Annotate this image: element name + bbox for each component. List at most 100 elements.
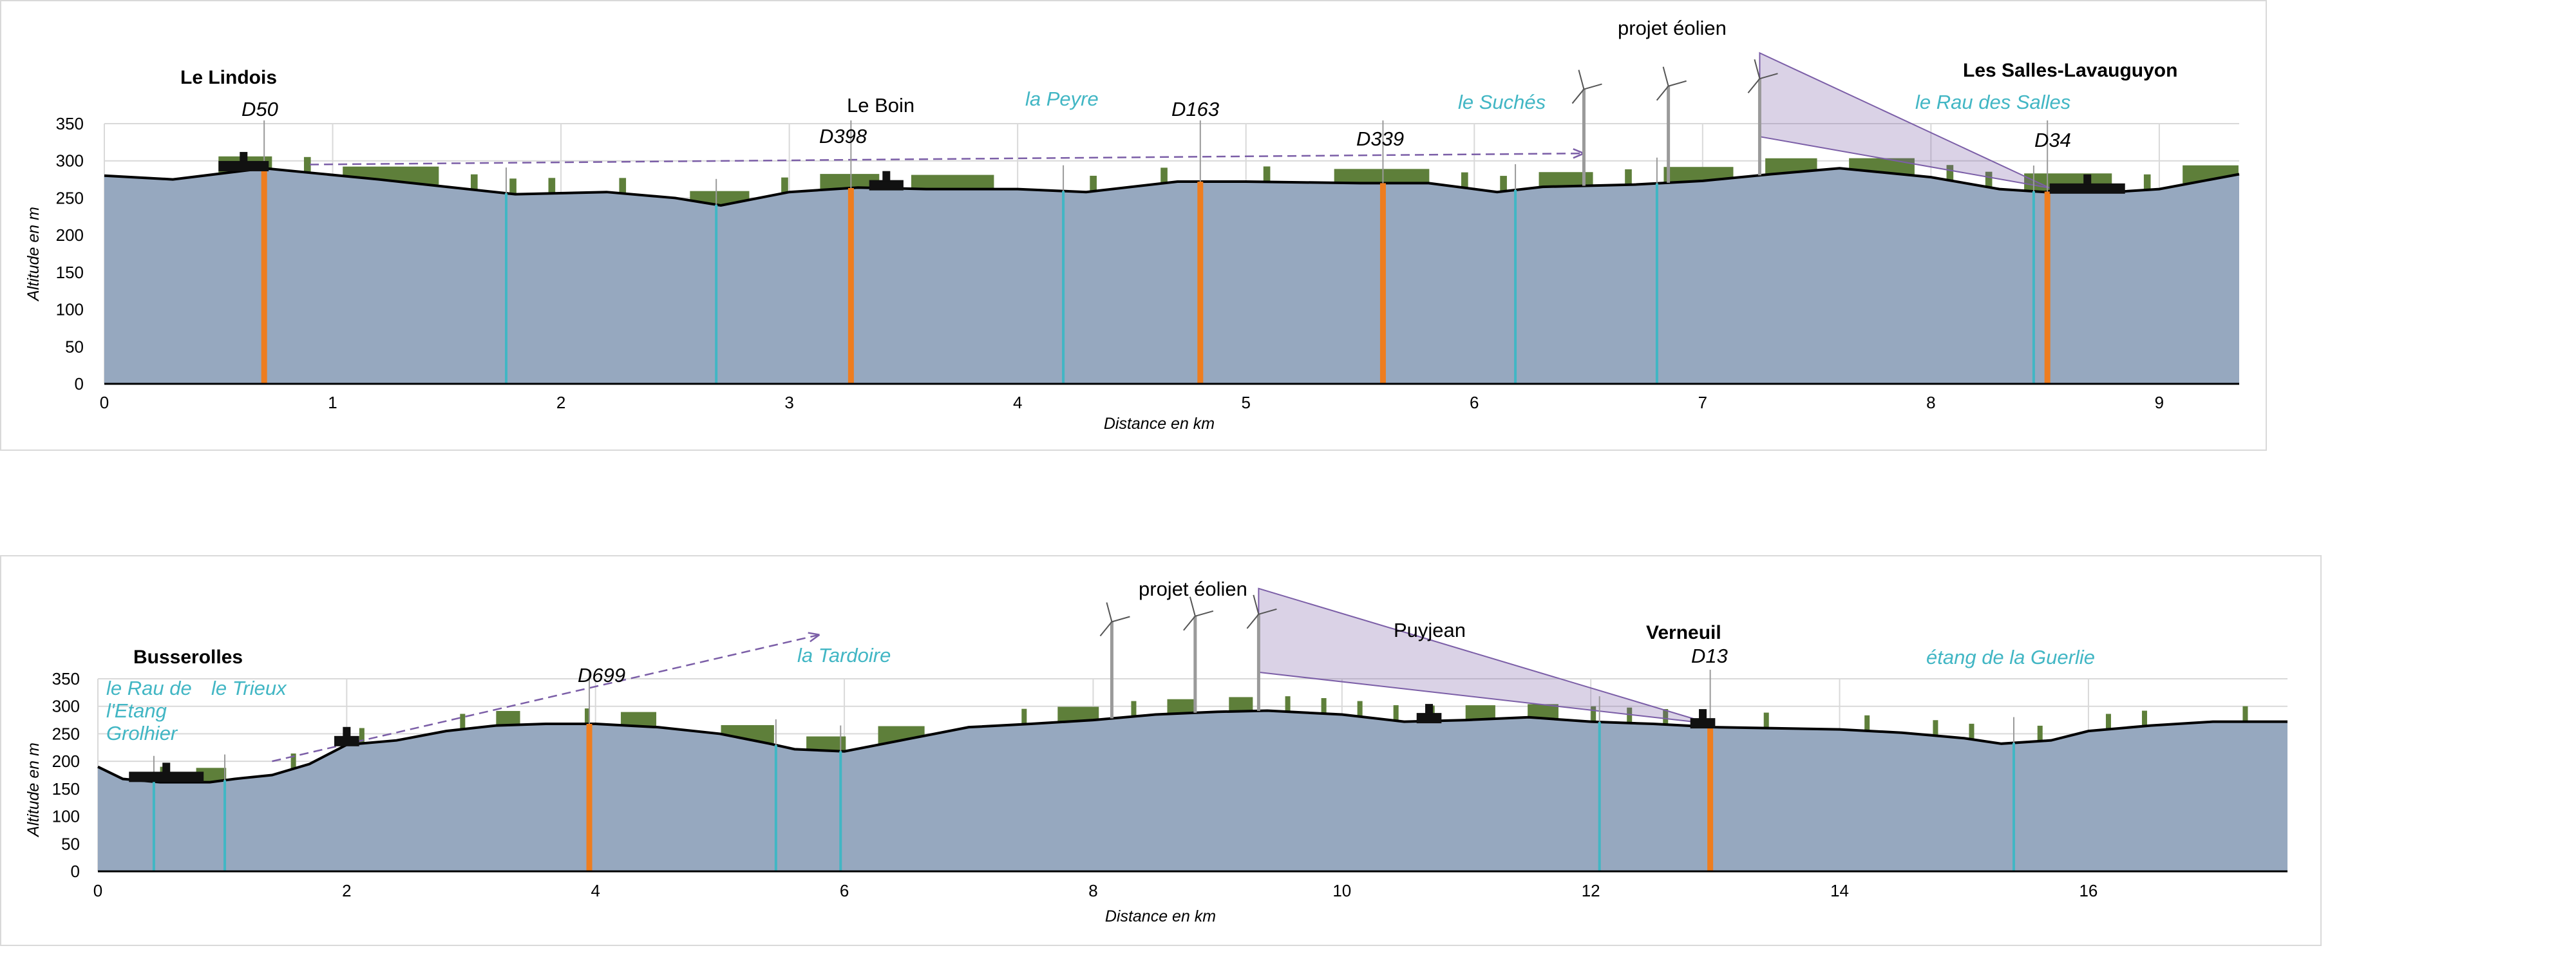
church-icon [1699,709,1707,720]
y-tick-label: 200 [52,752,80,771]
vegetation-block [1625,169,1632,189]
y-tick-label: 150 [52,779,80,799]
sightline-arrowhead [808,632,820,643]
buildings-layer [129,704,1716,782]
crossing-lines-layer [152,670,2015,871]
terrain-area [104,168,2239,384]
built-area [1690,718,1716,729]
built-area [218,160,269,171]
y-tick-label: 350 [52,669,80,688]
place-label-le-lindois: Le Lindois [180,67,277,88]
turbine-blades [1656,66,1687,101]
y-tick-label: 100 [56,300,84,319]
y-tick-label: 50 [61,834,80,853]
profile-panel-1: 0 50 100 150 200 250 300 350 0 1 2 3 4 5 6 7 8 9 Altitude… [0,0,2267,451]
turbine-blades [1099,602,1130,637]
built-area [2049,183,2125,194]
wind-turbines-layer [1099,594,1277,719]
built-area [1416,713,1442,724]
road-label-d50: D50 [242,98,278,120]
built-area [129,772,204,782]
sightline-arrow [272,634,820,762]
vegetation-block [1627,707,1633,727]
vegetation-block [1160,167,1168,187]
sightline-arrow [310,152,1584,166]
road-label-d34: D34 [2034,129,2071,151]
x-tick-label: 2 [342,881,351,900]
axes: 0 50 100 150 200 250 300 350 0 1 2 3 4 5 6 7 8 9 [56,114,2239,412]
turbine-blades [1571,70,1602,104]
turbine-blades [1246,594,1277,629]
y-tick-label: 250 [52,724,80,743]
vegetation-block [1357,701,1363,721]
y-axis-title: Altitude en m [24,743,43,838]
turbine-blades [1183,596,1214,631]
built-area [334,735,359,746]
stream-label-le-rau-de-l-etang-grolhier-line1: le Rau de [106,677,192,699]
vegetation-block [1946,165,1954,185]
elevation-profile-chart-1: 0 50 100 150 200 250 300 350 0 1 2 3 4 5 6 7 8 9 Altitude… [24,17,2240,433]
y-tick-label: 250 [56,188,84,207]
sightline-arrowhead [1573,148,1584,159]
vegetation-block [359,728,365,748]
road-label-d398: D398 [819,125,867,147]
place-label-verneuil: Verneuil [1646,622,1721,643]
vegetation-block [1393,705,1399,725]
vegetation-block [781,177,788,197]
vegetation-block [2242,706,2248,726]
x-tick-label: 1 [328,393,337,412]
x-tick-label: 4 [591,881,600,900]
vegetation-block [1969,723,1975,743]
x-tick-label: 14 [1830,881,1849,900]
x-tick-label: 9 [2155,393,2164,412]
x-tick-label: 6 [840,881,849,900]
y-tick-label: 100 [52,807,80,826]
vegetation-block [1763,712,1769,732]
church-icon [882,171,891,182]
x-tick-label: 5 [1241,393,1250,412]
stream-label-le-rau-de-l-etang-grolhier-line2: l'Etang [106,699,167,722]
turbine-blades [1747,59,1778,93]
x-tick-label: 2 [556,393,565,412]
place-label-le-boin: Le Boin [847,94,914,117]
y-tick-label: 300 [56,151,84,171]
road-label-d699: D699 [578,664,625,687]
vegetation-block [509,178,516,198]
vegetation-block [1285,696,1291,716]
x-tick-label: 8 [1088,881,1097,900]
wind-turbine-icon [1183,596,1214,713]
terrain-outline [97,709,2287,784]
vegetation-block [585,708,591,728]
x-tick-label: 3 [784,393,793,412]
y-tick-label: 350 [56,114,84,133]
crossing-lines-layer [261,120,2050,384]
y-tick-label: 200 [56,225,84,245]
x-tick-label: 10 [1332,881,1351,900]
vegetation-block [460,714,466,734]
vegetation-block [290,753,296,773]
wind-turbine-icon [1656,66,1687,183]
stream-label-la-peyre: la Peyre [1025,88,1099,110]
place-label-busserolles: Busserolles [133,647,243,668]
place-label-puyjean: Puyjean [1394,619,1466,641]
terrain-layer [104,167,2240,384]
x-tick-label: 0 [93,881,102,900]
y-axis-title: Altitude en m [24,207,43,302]
project-label: projet éolien [1618,17,1727,39]
x-axis-title: Distance en km [1104,415,1215,433]
stream-label-le-suches: le Suchés [1458,91,1546,113]
vegetation-block [1321,698,1327,718]
stream-label-le-rau-de-l-etang-grolhier-line3: Grolhier [106,722,178,744]
vegetation-block [1500,176,1507,196]
vegetation-block [2141,710,2147,730]
road-label-d339: D339 [1356,128,1404,150]
church-icon [343,726,351,737]
vegetation-block [1461,172,1468,192]
wind-turbine-icon [1571,70,1602,186]
y-tick-label: 50 [65,337,84,356]
stream-label-etang-de-la-guerlie: étang de la Guerlie [1926,646,2095,668]
vegetation-block [1090,175,1097,195]
vegetation-block [1263,166,1271,186]
church-icon [240,151,248,162]
project-label: projet éolien [1139,578,1247,600]
